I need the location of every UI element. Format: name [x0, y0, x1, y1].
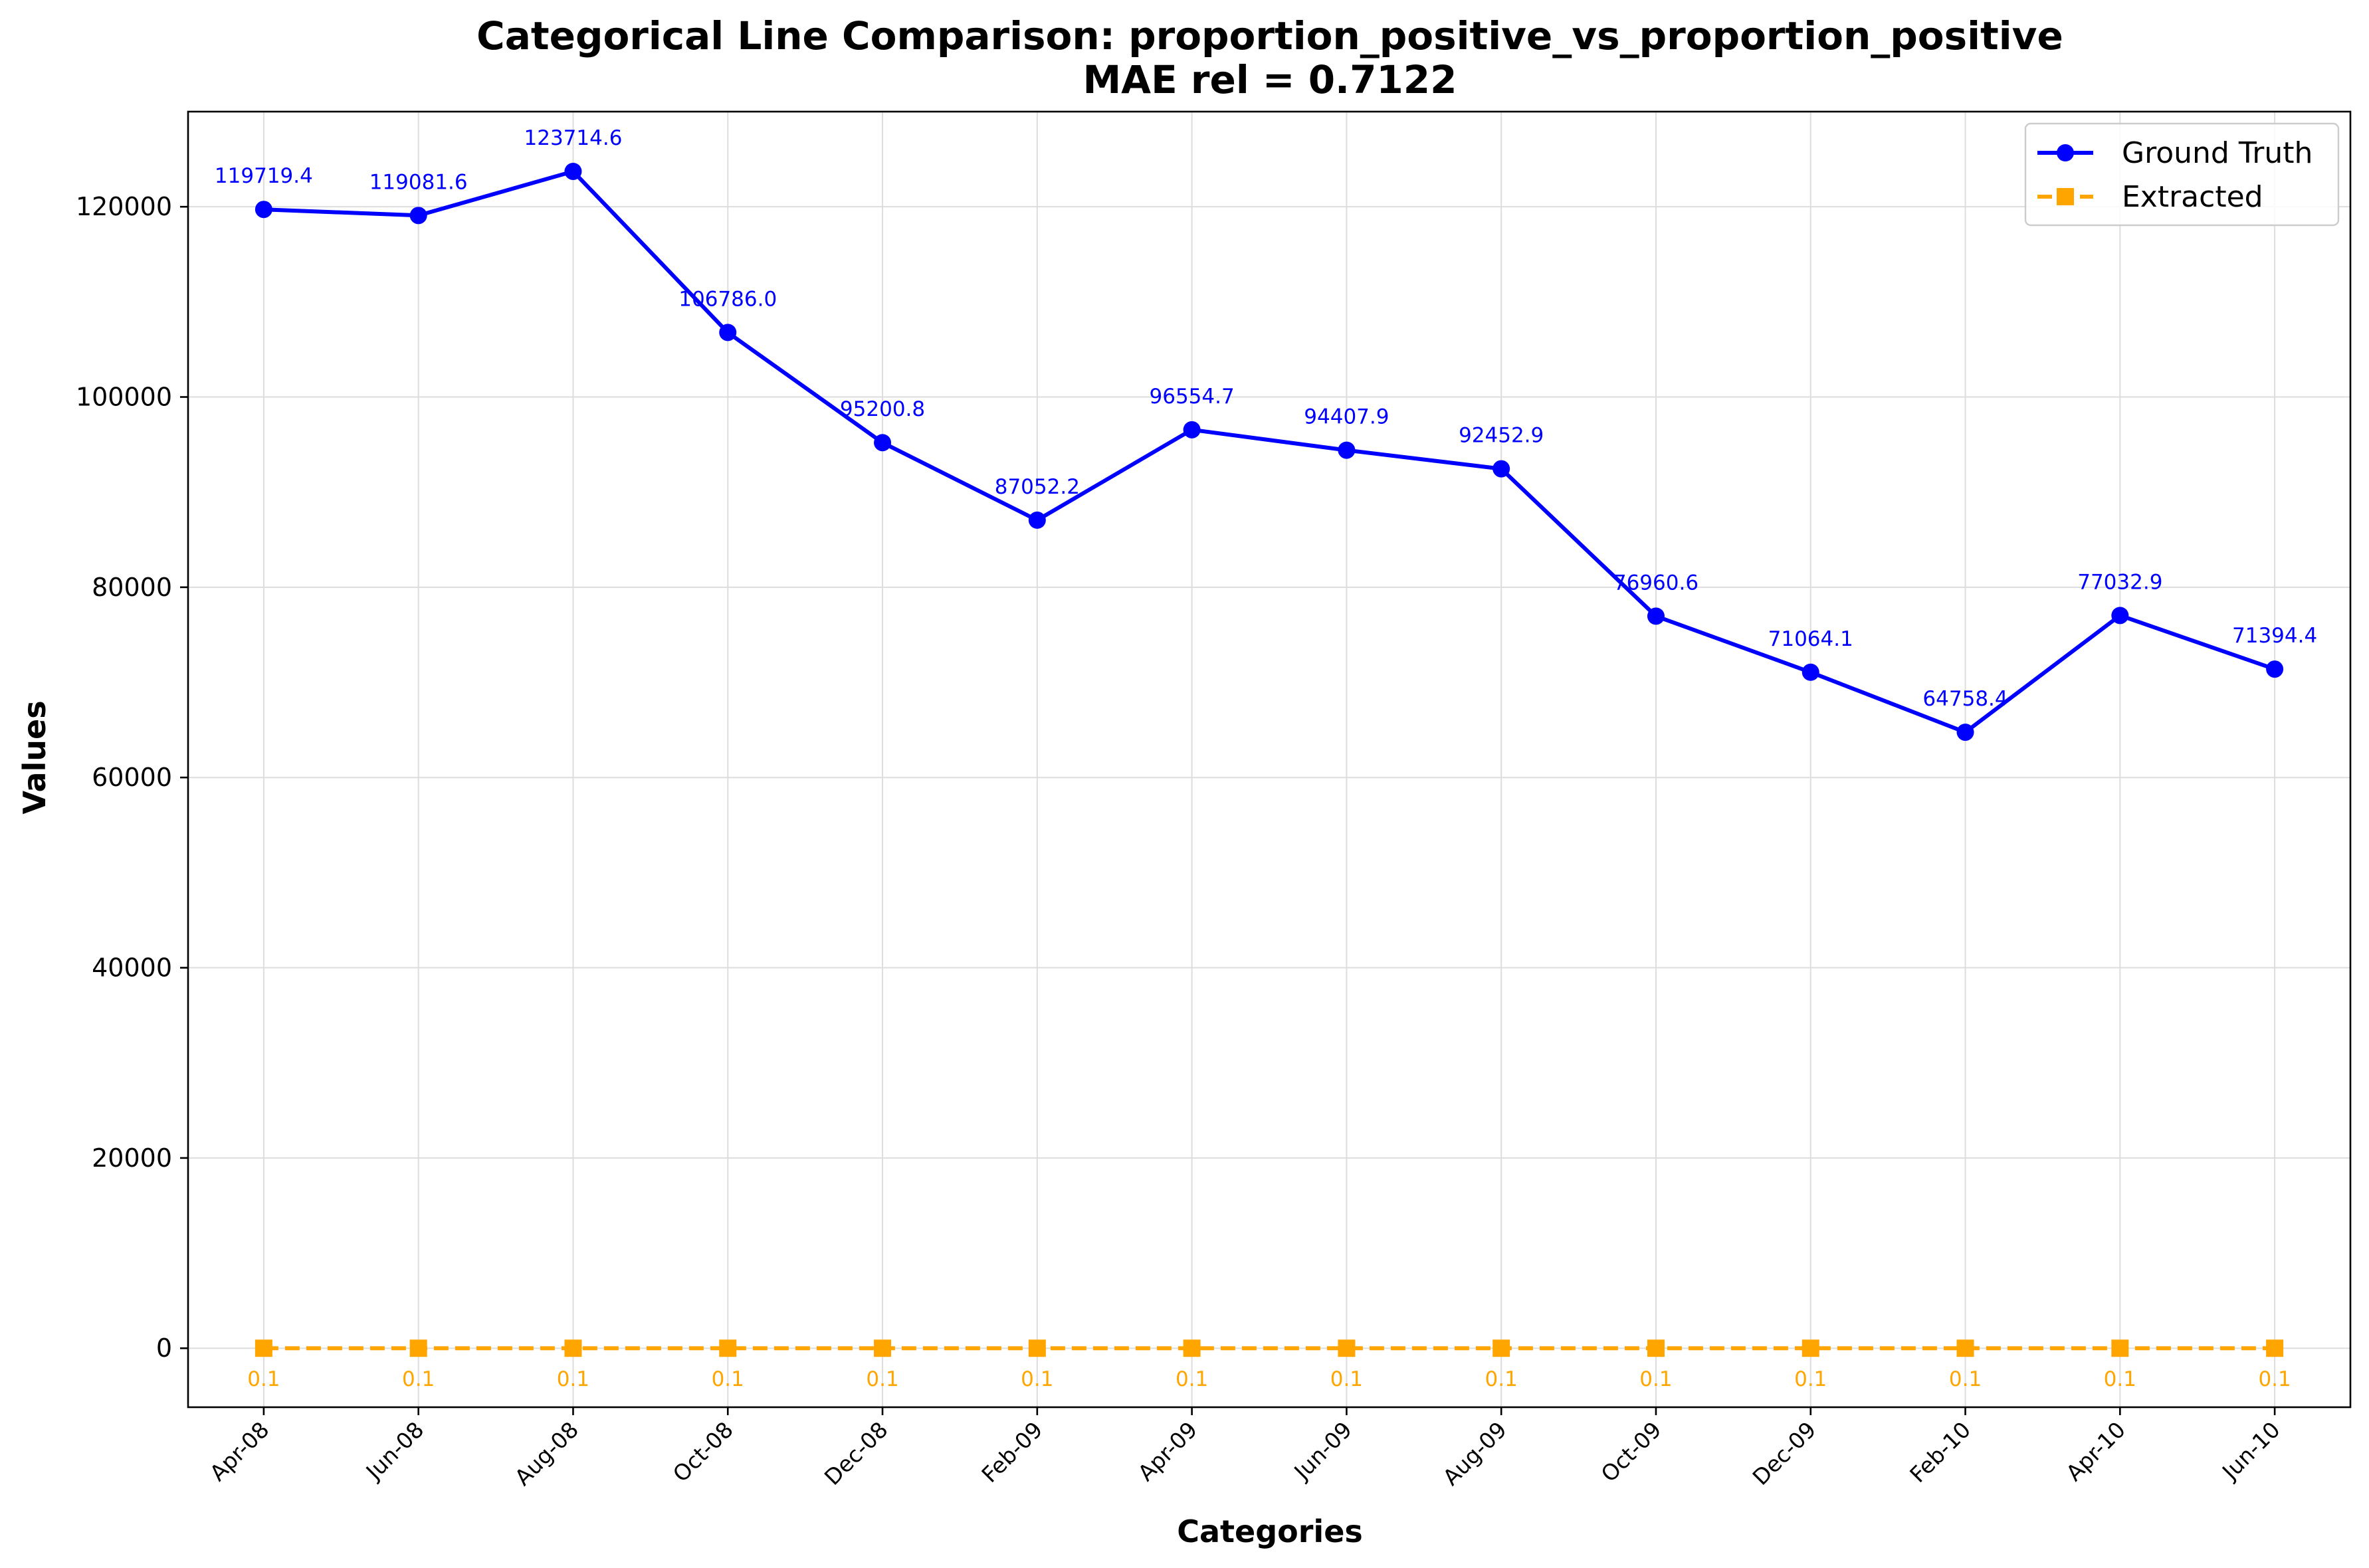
legend-label: Ground Truth	[2122, 136, 2313, 170]
legend-entry: Extracted	[2037, 180, 2263, 214]
data-label: 64758.4	[1922, 687, 2008, 711]
x-tick-label: Aug-08	[510, 1417, 583, 1490]
x-tick-label: Dec-08	[819, 1417, 893, 1490]
data-point	[1183, 421, 1201, 439]
legend-label: Extracted	[2122, 180, 2263, 214]
grid-lines	[188, 112, 2350, 1407]
data-point	[1647, 607, 1665, 625]
data-label: 0.1	[712, 1367, 744, 1391]
data-label: 0.1	[1330, 1367, 1363, 1391]
data-point	[409, 207, 427, 225]
legend-marker	[2057, 188, 2074, 205]
x-tick-label: Jun-09	[1288, 1417, 1357, 1486]
y-tick-label: 80000	[92, 573, 172, 602]
data-point	[1802, 663, 1819, 681]
x-tick-label: Oct-08	[668, 1417, 738, 1487]
data-label: 0.1	[247, 1367, 280, 1391]
data-point	[1338, 441, 1356, 459]
data-point	[1028, 511, 1046, 529]
data-point	[719, 324, 737, 342]
x-tick-label: Apr-08	[205, 1417, 274, 1486]
legend-marker	[2057, 144, 2074, 161]
data-point	[2111, 1339, 2129, 1357]
x-tick-label: Jun-10	[2216, 1417, 2285, 1486]
x-tick-label: Feb-10	[1905, 1417, 1976, 1488]
data-point	[1493, 1339, 1510, 1357]
data-label: 0.1	[402, 1367, 435, 1391]
x-tick-label: Aug-09	[1438, 1417, 1512, 1490]
data-label: 92452.9	[1459, 424, 1544, 448]
data-label: 0.1	[1485, 1367, 1518, 1391]
data-point	[1493, 460, 1510, 478]
axes: 0 20000 40000 60000 80000 100000 120000 Apr-08 J…	[76, 110, 2352, 1490]
data-label: 0.1	[2104, 1367, 2136, 1391]
data-point	[1183, 1339, 1201, 1357]
y-tick-label: 100000	[76, 383, 172, 412]
data-label: 87052.2	[995, 475, 1080, 499]
y-tick-label: 20000	[92, 1143, 172, 1173]
data-label: 0.1	[1176, 1367, 1208, 1391]
y-tick-label: 40000	[92, 953, 172, 983]
x-tick-label: Apr-09	[1133, 1417, 1203, 1486]
data-point	[409, 1339, 427, 1357]
y-tick-label: 120000	[76, 192, 172, 221]
data-label: 0.1	[1794, 1367, 1827, 1391]
x-tick-label: Apr-10	[2061, 1417, 2130, 1486]
data-label: 0.1	[1949, 1367, 1982, 1391]
data-point	[255, 1339, 272, 1357]
x-axis-title: Categories	[1177, 1514, 1363, 1549]
data-label: 0.1	[1021, 1367, 1053, 1391]
data-point	[2111, 607, 2129, 625]
data-point	[1956, 724, 1974, 741]
series-group: 119719.4 119081.6 123714.6 106786.0 95200.8 8…	[215, 126, 2317, 1391]
data-label: 119719.4	[215, 164, 313, 188]
data-label: 71064.1	[1768, 627, 1853, 651]
data-label: 96554.7	[1150, 385, 1235, 409]
x-tick-label: Feb-09	[976, 1417, 1047, 1488]
y-axis-title: Values	[17, 700, 52, 814]
data-point	[564, 162, 582, 180]
data-point	[564, 1339, 582, 1357]
series-ground-truth: 119719.4 119081.6 123714.6 106786.0 95200.8 8…	[215, 126, 2317, 741]
legend-entry: Ground Truth	[2037, 136, 2313, 170]
y-tick-label: 0	[156, 1333, 172, 1363]
x-tick-label: Oct-09	[1596, 1417, 1667, 1487]
data-label: 94407.9	[1304, 405, 1389, 429]
chart-title: Categorical Line Comparison: proportion_…	[476, 13, 2063, 58]
data-label: 106786.0	[678, 287, 777, 311]
legend-box	[2024, 122, 2340, 227]
data-label: 77032.9	[2077, 570, 2162, 594]
data-point	[1028, 1339, 1046, 1357]
data-label: 76960.6	[1613, 571, 1699, 595]
data-point	[1956, 1339, 1974, 1357]
data-point	[255, 201, 272, 219]
x-tick-label: Dec-09	[1748, 1417, 1821, 1490]
data-point	[1338, 1339, 1356, 1357]
data-label: 95200.8	[840, 397, 925, 421]
data-label: 0.1	[1639, 1367, 1672, 1391]
plot-frame	[187, 110, 2352, 1409]
data-point	[2266, 660, 2284, 678]
data-label: 123714.6	[524, 126, 623, 150]
data-label: 119081.6	[369, 170, 468, 194]
data-point	[1647, 1339, 1665, 1357]
x-tick-label: Jun-08	[360, 1417, 429, 1486]
data-point	[719, 1339, 737, 1357]
data-point	[874, 1339, 892, 1357]
data-label: 71394.4	[2232, 624, 2317, 648]
legend: Ground Truth Extracted	[2024, 122, 2340, 227]
series-extracted: 0.1 0.1 0.1 0.1 0.1 0.1 0.1 0.1 0.1 0.1 0.1 0.1 0.1 0…	[247, 1339, 2291, 1391]
data-label: 0.1	[557, 1367, 589, 1391]
y-tick-label: 60000	[92, 763, 172, 792]
data-label: 0.1	[866, 1367, 898, 1391]
data-label: 0.1	[2258, 1367, 2291, 1391]
data-point	[874, 434, 892, 452]
data-point	[2266, 1339, 2284, 1357]
chart-subtitle: MAE rel = 0.7122	[1082, 57, 1457, 102]
data-point	[1802, 1339, 1819, 1357]
series-line	[263, 169, 2276, 735]
